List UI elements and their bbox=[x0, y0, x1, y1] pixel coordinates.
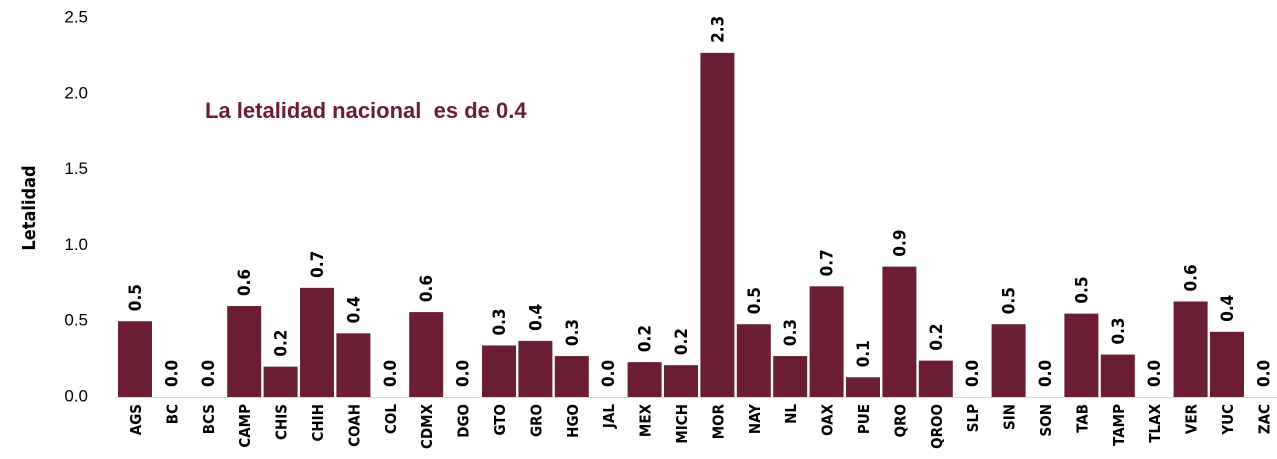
x-tick-label: CAMP bbox=[236, 404, 254, 448]
y-tick-label: 0.5 bbox=[64, 311, 88, 330]
value-label: 0.7 bbox=[308, 251, 328, 278]
y-axis-label: Letalidad bbox=[19, 165, 40, 250]
bar bbox=[846, 377, 880, 397]
x-tick-label: NL bbox=[782, 404, 800, 424]
x-tick-label: NAY bbox=[746, 404, 764, 434]
x-tick-label: MICH bbox=[673, 404, 691, 444]
value-label: 0.5 bbox=[1000, 287, 1020, 314]
value-label: 0.3 bbox=[490, 308, 510, 335]
bar bbox=[263, 366, 298, 397]
x-tick-label: QROO bbox=[928, 404, 946, 449]
bar bbox=[1173, 301, 1208, 397]
value-label: 0.0 bbox=[1036, 360, 1056, 387]
value-label: 0.5 bbox=[745, 287, 765, 314]
bar bbox=[664, 365, 698, 397]
annotation: La letalidad nacional es de 0.4 bbox=[205, 98, 527, 123]
x-tick-label: HGO bbox=[564, 404, 582, 438]
x-tick-label: DGO bbox=[455, 404, 473, 438]
value-label: 0.2 bbox=[272, 330, 292, 357]
value-label: 0.4 bbox=[526, 304, 546, 331]
value-label: 0.0 bbox=[1145, 360, 1165, 387]
y-tick-label: 1.5 bbox=[64, 159, 88, 178]
value-label: 0.6 bbox=[1182, 264, 1202, 291]
bar bbox=[918, 360, 953, 397]
y-tick-label: 0.0 bbox=[64, 386, 88, 405]
x-tick-label: VER bbox=[1183, 403, 1201, 434]
bar bbox=[336, 333, 371, 397]
x-tick-label: ZAC bbox=[1255, 404, 1273, 434]
value-label: 0.5 bbox=[126, 284, 146, 311]
x-tick-label: COAH bbox=[345, 404, 363, 447]
value-label: 0.9 bbox=[890, 230, 910, 257]
value-label: 0.5 bbox=[1072, 277, 1092, 304]
value-label: 0.3 bbox=[1109, 317, 1129, 344]
bar bbox=[809, 286, 844, 397]
value-label: 0.6 bbox=[235, 269, 255, 296]
value-label: 0.2 bbox=[636, 325, 656, 352]
value-label: 0.0 bbox=[162, 360, 182, 387]
value-label: 0.7 bbox=[818, 249, 838, 276]
value-label: 0.0 bbox=[381, 360, 401, 387]
value-label: 0.2 bbox=[927, 324, 947, 351]
bar bbox=[882, 266, 917, 397]
bar bbox=[1064, 313, 1099, 397]
bar bbox=[991, 324, 1026, 397]
bar bbox=[482, 345, 516, 397]
x-tick-label: TAB bbox=[1073, 404, 1091, 433]
value-label: 0.2 bbox=[672, 328, 692, 355]
x-tick-label: MEX bbox=[637, 403, 655, 437]
y-tick-label: 2.0 bbox=[64, 83, 88, 102]
bar bbox=[518, 340, 553, 397]
x-tick-label: MOR bbox=[709, 403, 727, 439]
bar bbox=[300, 287, 334, 397]
value-label: 0.1 bbox=[854, 340, 874, 367]
value-label: 0.0 bbox=[199, 360, 219, 387]
x-tick-label: GRO bbox=[527, 404, 545, 437]
x-tick-label: TAMP bbox=[1110, 404, 1128, 446]
bar bbox=[736, 324, 771, 397]
value-label: 2.3 bbox=[708, 16, 728, 43]
x-tick-label: COL bbox=[382, 404, 400, 434]
bar bbox=[1210, 331, 1244, 397]
x-tick-label: CHIS bbox=[273, 404, 291, 440]
x-tick-label: OAX bbox=[819, 403, 837, 436]
y-tick-label: 1.0 bbox=[64, 235, 88, 254]
value-label: 0.6 bbox=[417, 275, 437, 302]
value-label: 0.0 bbox=[454, 360, 474, 387]
x-tick-label: BCS bbox=[200, 404, 218, 434]
x-tick-label: SLP bbox=[964, 404, 982, 432]
value-label: 0.0 bbox=[1254, 360, 1274, 387]
value-label: 0.3 bbox=[563, 319, 583, 346]
bar bbox=[1100, 354, 1135, 397]
x-tick-label: CHIH bbox=[309, 404, 327, 442]
value-label: 0.0 bbox=[599, 360, 619, 387]
value-label: 0.4 bbox=[1218, 295, 1238, 322]
x-tick-label: SON bbox=[1037, 404, 1055, 436]
bar bbox=[700, 52, 735, 397]
value-label: 0.3 bbox=[781, 319, 801, 346]
bar bbox=[227, 306, 262, 397]
x-tick-label: TLAX bbox=[1146, 403, 1164, 442]
value-label: 0.0 bbox=[963, 360, 983, 387]
x-tick-label: CDMX bbox=[418, 403, 436, 449]
x-tick-label: BC bbox=[163, 404, 181, 424]
x-tick-label: AGS bbox=[127, 404, 145, 435]
value-label: 0.4 bbox=[344, 296, 364, 323]
bar bbox=[409, 312, 444, 397]
bar bbox=[627, 362, 662, 397]
x-tick-label: JAL bbox=[600, 404, 618, 429]
x-tick-label: PUE bbox=[855, 404, 873, 434]
x-tick-label: QRO bbox=[891, 404, 909, 437]
bar bbox=[554, 356, 589, 397]
y-tick-label: 2.5 bbox=[64, 7, 88, 26]
x-tick-label: GTO bbox=[491, 404, 509, 436]
bar bbox=[118, 321, 152, 397]
bar bbox=[773, 356, 808, 397]
x-tick-label: SIN bbox=[1001, 404, 1019, 430]
x-tick-label: YUC bbox=[1219, 404, 1237, 436]
